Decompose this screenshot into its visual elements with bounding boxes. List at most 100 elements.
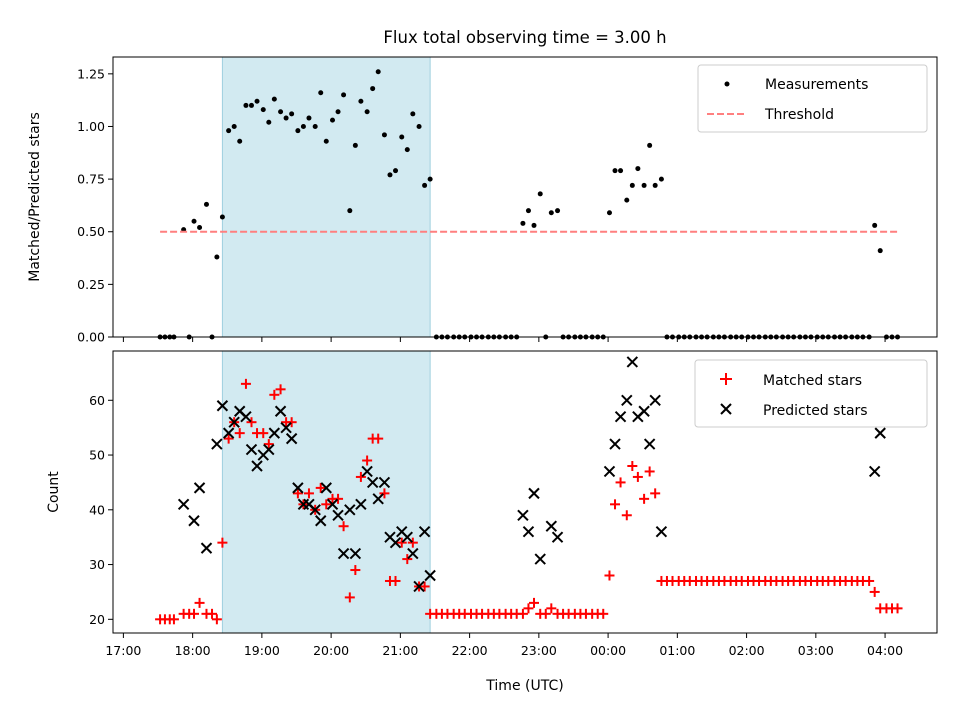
predicted-star-point <box>222 427 235 439</box>
matched-star-point <box>540 608 551 619</box>
predicted-star-point <box>638 405 650 417</box>
predicted-star-point <box>344 504 356 516</box>
measurement-point <box>375 69 381 75</box>
measurement-point <box>289 111 295 117</box>
predicted-star-point <box>193 482 206 494</box>
measurement-point <box>335 109 341 115</box>
predicted-star-point <box>268 427 281 439</box>
matched-star-point <box>402 554 413 565</box>
predicted-star-point <box>251 460 263 472</box>
legend-measurements-marker <box>724 81 730 87</box>
predicted-star-point <box>326 498 339 511</box>
measurement-point <box>422 182 428 188</box>
matched-star-point <box>362 455 373 466</box>
matched-star-point <box>639 493 650 504</box>
measurement-point <box>364 109 370 115</box>
predicted-star-point <box>200 542 213 554</box>
measurement-point <box>341 92 347 98</box>
measurement-point <box>399 134 405 140</box>
measurement-point <box>404 147 410 153</box>
predicted-star-point <box>407 547 419 560</box>
measurement-point <box>877 248 883 254</box>
top-y-tick-label: 0.25 <box>77 277 105 292</box>
predicted-star-point <box>285 432 298 445</box>
matched-star-point <box>615 477 626 488</box>
matched-star-point <box>517 608 528 619</box>
predicted-star-point <box>424 569 436 582</box>
legend-matched-label: Matched stars <box>763 373 862 389</box>
bot-y-tick-label: 60 <box>89 393 105 408</box>
predicted-star-point <box>868 465 881 478</box>
predicted-star-point <box>240 411 252 423</box>
bot-y-tick-label: 20 <box>89 612 105 627</box>
top-y-tick-label: 0.75 <box>77 172 105 187</box>
x-tick-label: 18:00 <box>175 643 211 658</box>
measurement-point <box>635 166 641 172</box>
predicted-star-point <box>655 525 668 538</box>
x-tick-label: 01:00 <box>659 643 695 658</box>
measurement-point <box>306 115 312 121</box>
measurement-point <box>555 208 561 214</box>
matched-star-point <box>333 493 344 504</box>
bottom-plot-frame <box>112 350 938 634</box>
measurement-point <box>624 197 630 203</box>
matched-star-point <box>211 614 222 625</box>
measurement-point <box>318 90 324 96</box>
matched-star-point <box>644 466 655 477</box>
measurement-point <box>191 218 197 224</box>
predicted-star-point <box>621 394 633 406</box>
measurement-point <box>231 123 237 129</box>
predicted-star-point <box>315 515 327 527</box>
measurement-point <box>531 222 537 228</box>
bottom-legend-box <box>694 359 928 428</box>
matched-star-point <box>168 614 179 625</box>
measurement-point <box>237 138 243 144</box>
predicted-star-point <box>366 476 379 489</box>
measurement-point <box>248 102 254 108</box>
predicted-star-point <box>534 553 546 565</box>
predicted-star-point <box>216 400 229 412</box>
matched-star-point <box>379 488 390 499</box>
predicted-star-point <box>609 438 621 450</box>
x-tick-label: 22:00 <box>452 643 488 658</box>
matched-star-point <box>303 488 314 499</box>
matched-star-point <box>627 460 638 471</box>
bottom-panel: 20 30 40 50 60 17:00 18:00 19:00 20:00 21:00 22:0… <box>46 350 938 694</box>
measurement-point <box>410 111 416 117</box>
measurement-point <box>278 109 284 115</box>
predicted-star-point <box>874 427 886 439</box>
predicted-star-point <box>211 438 223 450</box>
measurement-point <box>525 208 531 214</box>
x-tick-label: 21:00 <box>382 643 418 658</box>
chart-title: Flux total observing time = 3.00 h <box>383 28 666 47</box>
x-tick-label: 17:00 <box>105 643 141 658</box>
matched-star-point <box>355 471 366 482</box>
predicted-star-point <box>551 531 564 543</box>
matched-star-point <box>275 384 286 395</box>
bot-y-tick-label: 30 <box>89 557 105 572</box>
predicted-star-point <box>614 411 627 423</box>
x-tick-label: 23:00 <box>521 643 557 658</box>
predicted-star-point <box>349 547 362 560</box>
predicted-star-point <box>292 482 304 494</box>
predicted-star-point <box>522 525 535 538</box>
measurement-point <box>352 142 358 148</box>
measurement-point <box>214 254 220 260</box>
measurement-point <box>370 86 376 92</box>
measurement-point <box>618 168 624 174</box>
x-tick-label: 04:00 <box>867 643 903 658</box>
measurement-point <box>266 119 272 125</box>
top-y-tick-label: 0.00 <box>77 330 105 345</box>
bot-y-tick-label: 40 <box>89 502 105 517</box>
bot-y-tick-label: 50 <box>89 448 105 463</box>
predicted-star-point <box>372 493 384 505</box>
legend-measurements-label: Measurements <box>765 77 868 93</box>
matched-star-point <box>207 608 218 619</box>
matched-star-point <box>269 389 280 400</box>
matched-star-point <box>240 378 251 389</box>
measurement-point <box>300 123 306 129</box>
measurement-point <box>323 138 329 144</box>
matched-star-point <box>396 537 407 548</box>
bottom-highlight-span <box>221 350 431 634</box>
predicted-star-point <box>355 498 367 511</box>
